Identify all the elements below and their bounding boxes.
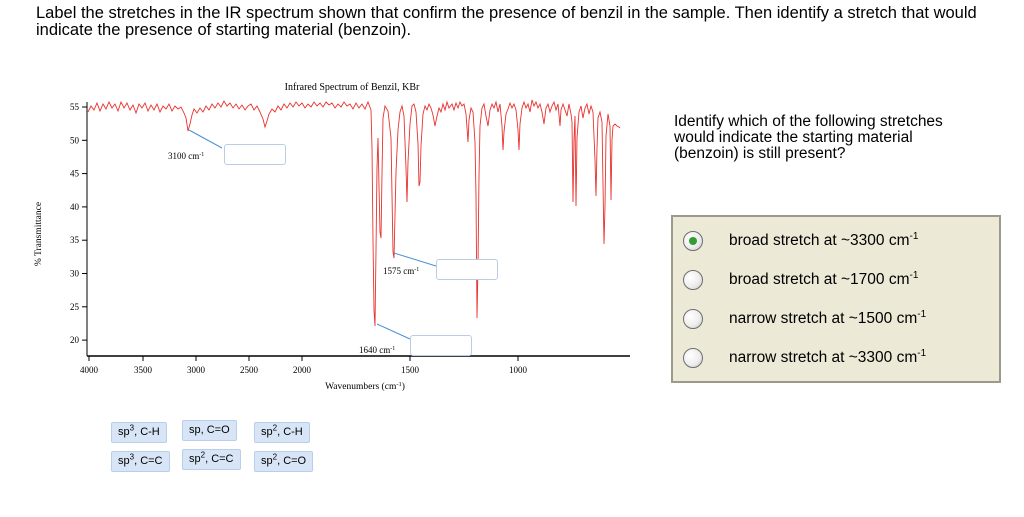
annotation-3100: 3100 cm-1 — [168, 151, 204, 161]
chip-sp3-ch[interactable]: sp3, C-H — [111, 422, 167, 443]
chip-sp-co[interactable]: sp, C=O — [182, 420, 237, 441]
option-broad-1700[interactable]: broad stretch at ~1700 cm-1 — [673, 261, 999, 299]
x-tick-label: 3000 — [187, 365, 206, 375]
option-broad-3300[interactable]: broad stretch at ~3300 cm-1 — [673, 222, 999, 260]
x-tick-label: 3500 — [134, 365, 153, 375]
y-tick-label: 45 — [70, 169, 80, 179]
x-tick-label: 1000 — [509, 365, 528, 375]
y-tick-label: 25 — [70, 302, 80, 312]
question-text: Label the stretches in the IR spectrum s… — [36, 4, 977, 39]
option-label: narrow stretch at ~3300 cm-1 — [729, 347, 927, 366]
leader-line-1640 — [376, 323, 411, 340]
drop-target-1640[interactable] — [410, 335, 472, 356]
x-tick-label: 1500 — [401, 365, 420, 375]
radio-dot-icon — [689, 237, 697, 245]
panel-question: Identify which of the following stretche… — [674, 113, 943, 162]
x-tick-label: 2500 — [240, 365, 259, 375]
leader-line-3100 — [188, 129, 223, 149]
y-axis-label: % Transmittance — [34, 202, 44, 266]
option-group: broad stretch at ~3300 cm-1 broad stretc… — [671, 215, 1001, 383]
ir-spectrum: Infrared Spectrum of Benzil, KBr 55 50 45 4… — [34, 82, 630, 392]
radio-button[interactable] — [683, 309, 703, 329]
y-tick-label: 50 — [70, 135, 80, 145]
annotation-1640: 1640 cm-1 — [359, 345, 395, 355]
option-label: narrow stretch at ~1500 cm-1 — [729, 308, 927, 327]
y-tick-label: 20 — [70, 335, 80, 345]
x-tick-label: 2000 — [293, 365, 312, 375]
radio-button[interactable] — [683, 270, 703, 290]
spectrum-title: Infrared Spectrum of Benzil, KBr — [285, 82, 420, 93]
y-tick-label: 35 — [70, 235, 80, 245]
chip-sp2-co[interactable]: sp2, C=O — [254, 451, 314, 472]
radio-button[interactable] — [683, 348, 703, 368]
radio-button-selected[interactable] — [683, 231, 703, 251]
y-axis-ticks: 55 50 45 40 35 30 25 20 — [70, 102, 87, 345]
y-tick-label: 55 — [70, 102, 80, 112]
y-tick-label: 40 — [70, 202, 80, 212]
x-tick-label: 4000 — [80, 365, 99, 375]
x-axis-label: Wavenumbers (cm-1) — [325, 381, 405, 392]
annotation-1575: 1575 cm-1 — [383, 266, 419, 276]
option-label: broad stretch at ~3300 cm-1 — [729, 230, 919, 249]
chip-sp2-ch[interactable]: sp2, C-H — [254, 422, 310, 443]
spectrum-trace — [87, 99, 621, 327]
option-narrow-1500[interactable]: narrow stretch at ~1500 cm-1 — [673, 300, 999, 338]
y-tick-label: 30 — [70, 269, 80, 279]
leader-line-1575 — [393, 252, 437, 267]
x-axis-ticks: 4000 3500 3000 2500 2000 1500 1000 — [80, 356, 528, 375]
chip-sp3-cc[interactable]: sp3, C=C — [111, 451, 170, 472]
chip-sp2-cc[interactable]: sp2, C=C — [182, 449, 241, 470]
option-narrow-3300[interactable]: narrow stretch at ~3300 cm-1 — [673, 339, 999, 377]
option-label: broad stretch at ~1700 cm-1 — [729, 269, 919, 288]
drop-target-3100[interactable] — [224, 144, 286, 165]
drop-target-1575[interactable] — [436, 259, 498, 280]
